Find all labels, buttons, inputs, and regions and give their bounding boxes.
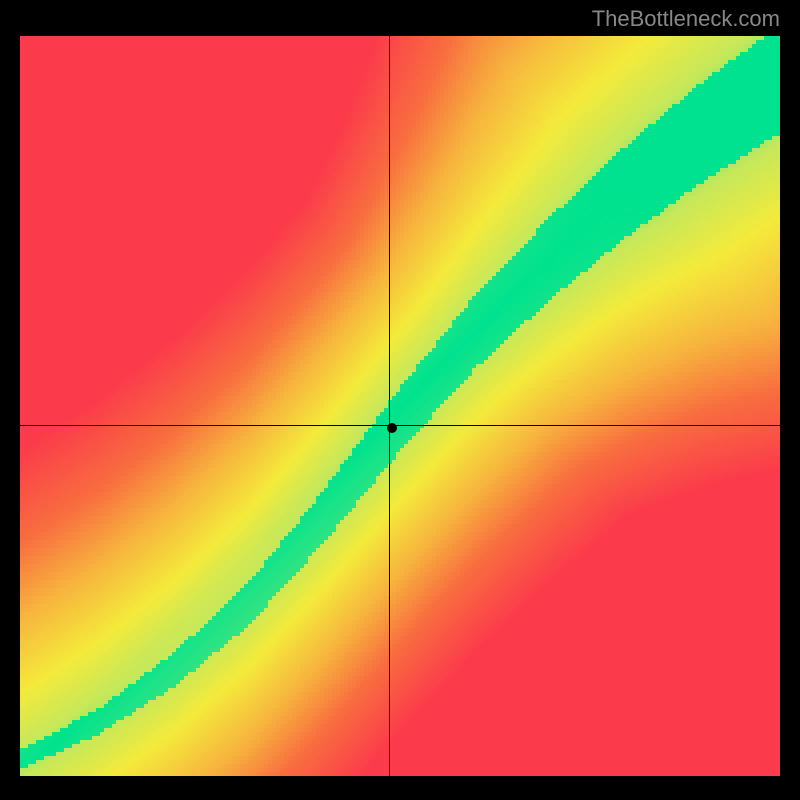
attribution-text: TheBottleneck.com <box>592 6 780 32</box>
marker-dot <box>387 423 397 433</box>
heatmap-chart <box>20 36 780 776</box>
heatmap-canvas <box>20 36 780 776</box>
crosshair-horizontal <box>20 425 780 426</box>
crosshair-vertical <box>389 36 390 776</box>
